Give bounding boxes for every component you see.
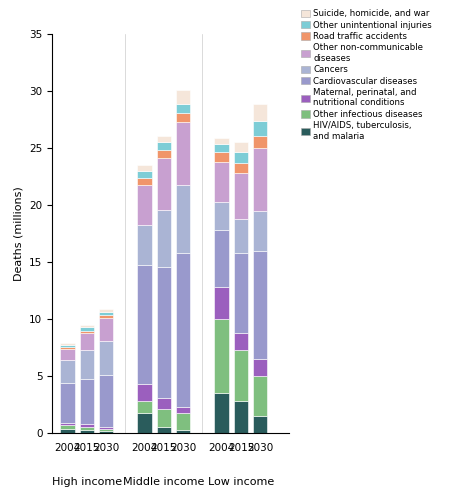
- Bar: [99, 318, 113, 341]
- Bar: [253, 104, 267, 121]
- Bar: [176, 113, 191, 122]
- Bar: [253, 359, 267, 376]
- Bar: [176, 122, 191, 185]
- Bar: [214, 202, 229, 230]
- Bar: [137, 178, 152, 185]
- Bar: [80, 427, 94, 430]
- Bar: [80, 331, 94, 333]
- Bar: [214, 162, 229, 202]
- Bar: [99, 312, 113, 316]
- Bar: [137, 401, 152, 413]
- Y-axis label: Deaths (millions): Deaths (millions): [14, 187, 24, 281]
- Bar: [214, 152, 229, 162]
- Bar: [176, 430, 191, 433]
- Bar: [99, 431, 113, 433]
- Bar: [157, 210, 171, 267]
- Bar: [253, 121, 267, 136]
- Bar: [234, 163, 248, 173]
- Bar: [253, 376, 267, 416]
- Text: High income: High income: [52, 477, 122, 487]
- Bar: [60, 345, 75, 347]
- Bar: [176, 413, 191, 430]
- Text: Middle income: Middle income: [123, 477, 205, 487]
- Bar: [234, 350, 248, 401]
- Bar: [137, 165, 152, 171]
- Bar: [80, 424, 94, 427]
- Bar: [137, 171, 152, 178]
- Bar: [99, 427, 113, 429]
- Bar: [80, 430, 94, 433]
- Bar: [137, 264, 152, 384]
- Bar: [214, 144, 229, 152]
- Bar: [99, 375, 113, 427]
- Bar: [80, 333, 94, 350]
- Bar: [137, 225, 152, 264]
- Bar: [80, 327, 94, 331]
- Bar: [157, 158, 171, 210]
- Bar: [60, 343, 75, 345]
- Bar: [99, 429, 113, 431]
- Bar: [137, 185, 152, 225]
- Bar: [157, 410, 171, 427]
- Bar: [234, 333, 248, 350]
- Bar: [176, 90, 191, 104]
- Text: Low income: Low income: [208, 477, 274, 487]
- Bar: [234, 401, 248, 433]
- Bar: [157, 136, 171, 143]
- Bar: [234, 253, 248, 333]
- Bar: [80, 325, 94, 327]
- Bar: [60, 426, 75, 429]
- Bar: [214, 230, 229, 287]
- Bar: [60, 429, 75, 433]
- Bar: [214, 319, 229, 393]
- Bar: [176, 407, 191, 413]
- Bar: [253, 416, 267, 433]
- Bar: [176, 185, 191, 253]
- Bar: [214, 138, 229, 144]
- Bar: [234, 151, 248, 163]
- Bar: [234, 143, 248, 151]
- Bar: [176, 253, 191, 407]
- Bar: [253, 211, 267, 251]
- Bar: [176, 104, 191, 113]
- Bar: [253, 251, 267, 359]
- Bar: [253, 148, 267, 211]
- Bar: [157, 398, 171, 410]
- Bar: [99, 316, 113, 318]
- Bar: [137, 384, 152, 401]
- Bar: [157, 143, 171, 150]
- Bar: [234, 173, 248, 219]
- Bar: [60, 383, 75, 423]
- Bar: [99, 341, 113, 375]
- Bar: [157, 427, 171, 433]
- Bar: [60, 347, 75, 349]
- Bar: [80, 350, 94, 379]
- Bar: [80, 379, 94, 424]
- Bar: [99, 309, 113, 312]
- Legend: Suicide, homicide, and war, Other unintentional injuries, Road traffic accidents: Suicide, homicide, and war, Other uninte…: [301, 9, 432, 141]
- Bar: [60, 423, 75, 426]
- Bar: [234, 219, 248, 253]
- Bar: [60, 360, 75, 383]
- Bar: [214, 287, 229, 319]
- Bar: [60, 349, 75, 360]
- Bar: [157, 150, 171, 158]
- Bar: [157, 267, 171, 398]
- Bar: [137, 413, 152, 433]
- Bar: [214, 393, 229, 433]
- Bar: [253, 136, 267, 148]
